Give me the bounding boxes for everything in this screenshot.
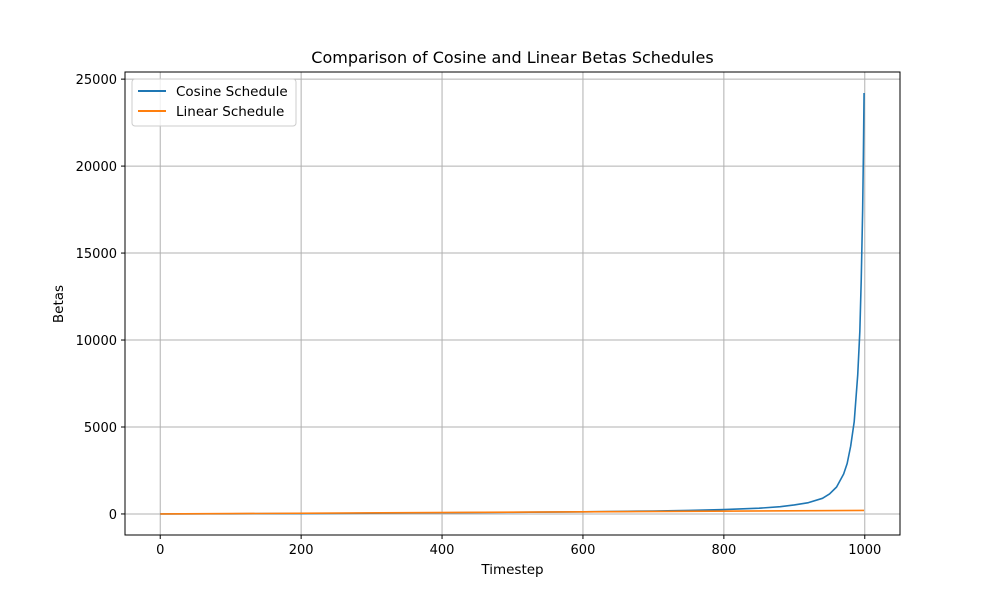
x-tick-label: 1000 — [848, 543, 881, 558]
x-tick-label: 600 — [571, 543, 596, 558]
chart-title: Comparison of Cosine and Linear Betas Sc… — [311, 48, 713, 67]
y-tick-label: 25000 — [76, 73, 117, 88]
y-tick-label: 20000 — [76, 160, 117, 175]
x-axis-label: Timestep — [480, 562, 543, 578]
x-tick-label: 200 — [289, 543, 314, 558]
x-tick-label: 0 — [156, 543, 164, 558]
y-axis-label: Betas — [51, 285, 67, 323]
legend-box — [131, 78, 297, 127]
legend: Cosine Schedule Linear Schedule — [131, 78, 297, 127]
x-tick-label: 800 — [711, 543, 736, 558]
y-tick-label: 10000 — [76, 334, 117, 349]
legend-label-cosine: Cosine Schedule — [176, 84, 288, 100]
series-line-linear — [160, 509, 865, 515]
y-tick-label: 0 — [109, 508, 117, 523]
grid — [125, 72, 900, 535]
x-tick-label: 400 — [430, 543, 455, 558]
y-tick-label: 15000 — [76, 247, 117, 262]
series-layer — [160, 93, 865, 515]
plot-frame — [124, 71, 901, 536]
y-tick-label: 5000 — [84, 421, 117, 436]
ticks: 0 200 400 600 800 100005000100001500020000250… — [76, 73, 882, 558]
legend-label-linear: Linear Schedule — [176, 104, 284, 120]
